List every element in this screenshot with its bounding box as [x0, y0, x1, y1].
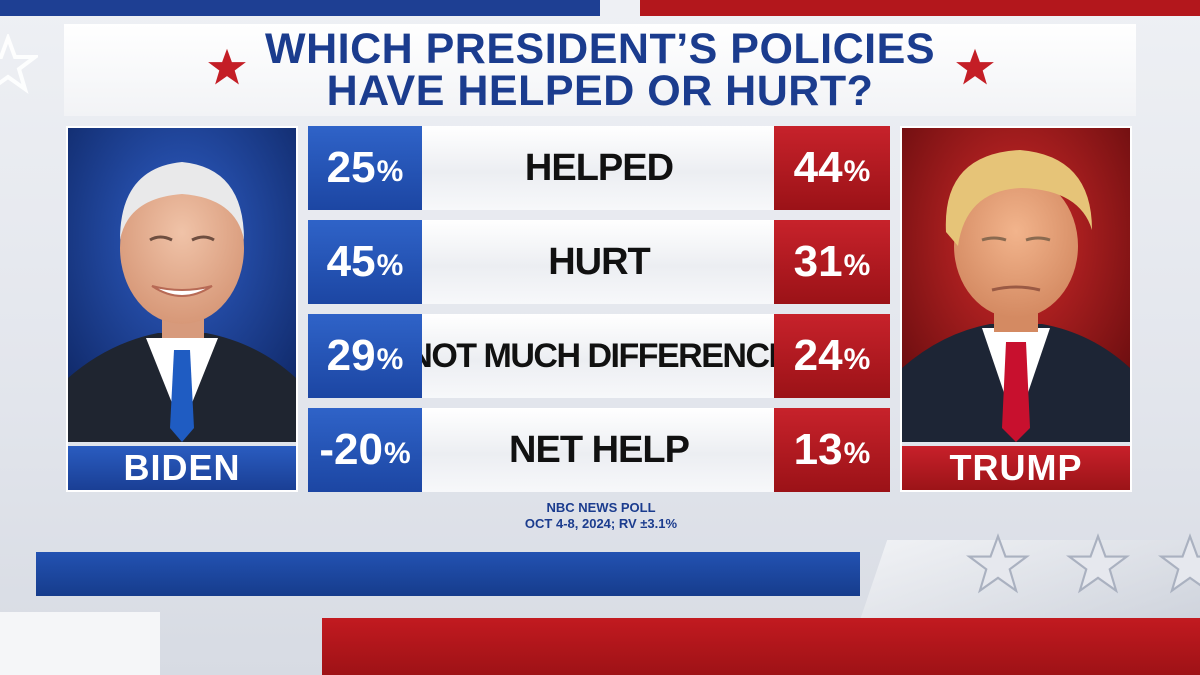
candidate-name-biden: BIDEN	[68, 446, 296, 490]
outline-star-icon	[0, 34, 38, 94]
outline-star-icon	[1158, 533, 1200, 594]
biden-value: -20%	[308, 408, 422, 492]
title: WHICH PRESIDENT’S POLICIES HAVE HELPED O…	[250, 25, 950, 115]
value-number: 25	[326, 143, 376, 192]
percent-sign: %	[376, 155, 404, 188]
result-row: HURT 45% 31%	[308, 220, 890, 304]
percent-sign: %	[843, 155, 871, 188]
red-band	[322, 618, 1200, 675]
row-label: HELPED	[524, 146, 674, 189]
bottom-white-panel	[0, 612, 160, 675]
outline-star-icon	[1066, 533, 1130, 594]
candidate-name-trump: TRUMP	[902, 446, 1130, 490]
result-row: HELPED 25% 44%	[308, 126, 890, 210]
value-number: 13	[793, 425, 843, 474]
title-line-2: HAVE HELPED OR HURT?	[326, 67, 874, 115]
candidate-photo-trump	[902, 128, 1130, 442]
star-icon	[208, 48, 246, 85]
row-label: NET HELP	[509, 428, 690, 471]
value-number: 24	[793, 331, 843, 380]
row-label: HURT	[548, 240, 651, 283]
source-line-2: OCT 4-8, 2024; RV ±3.1%	[524, 516, 678, 531]
trump-value: 44%	[774, 126, 890, 210]
row-label: NOT MUCH DIFFERENCE	[408, 336, 791, 375]
value-number: 31	[793, 237, 843, 286]
result-row: NOT MUCH DIFFERENCE 29% 24%	[308, 314, 890, 398]
candidate-panel-trump: TRUMP	[900, 126, 1132, 492]
candidate-panel-biden: BIDEN	[66, 126, 298, 492]
value-number: 45	[326, 237, 376, 286]
title-line-1: WHICH PRESIDENT’S POLICIES	[264, 25, 935, 73]
percent-sign: %	[843, 437, 871, 470]
top-blue-stripe	[0, 0, 600, 16]
percent-sign: %	[843, 343, 871, 376]
poll-source: NBC NEWS POLL OCT 4-8, 2024; RV ±3.1%	[470, 500, 732, 532]
top-red-stripe	[640, 0, 1200, 16]
percent-sign: %	[843, 249, 871, 282]
star-icon	[956, 48, 994, 85]
trump-value: 24%	[774, 314, 890, 398]
title-banner: WHICH PRESIDENT’S POLICIES HAVE HELPED O…	[64, 24, 1136, 116]
blue-band	[36, 552, 860, 596]
percent-sign: %	[376, 249, 404, 282]
outline-star-icon	[966, 533, 1030, 594]
biden-value: 45%	[308, 220, 422, 304]
candidate-photo-biden	[68, 128, 296, 442]
diagonal-panel	[860, 540, 1200, 620]
biden-value: 25%	[308, 126, 422, 210]
value-number: 44	[793, 143, 843, 192]
value-number: 29	[326, 331, 376, 380]
percent-sign: %	[376, 343, 404, 376]
trump-value: 31%	[774, 220, 890, 304]
percent-sign: %	[383, 437, 411, 470]
value-number: -20	[319, 425, 383, 474]
result-row: NET HELP -20% 13%	[308, 408, 890, 492]
source-line-1: NBC NEWS POLL	[546, 500, 656, 515]
trump-value: 13%	[774, 408, 890, 492]
biden-value: 29%	[308, 314, 422, 398]
